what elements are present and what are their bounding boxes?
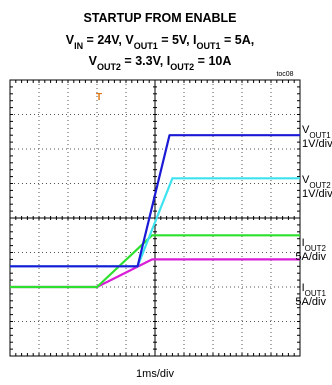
subtitle2-part-1: OUT2 [97, 62, 121, 72]
series-vout2-scale: 1V/div [302, 188, 332, 200]
figure-code: toc08 [276, 71, 293, 78]
subtitle1-part-3: OUT1 [134, 41, 158, 51]
chart-subtitle-line2: VOUT2 = 3.3V, IOUT2 = 10A [89, 54, 232, 72]
subtitle2-part-4: = 10A [194, 54, 231, 68]
trigger-marker: T [96, 92, 102, 103]
series-iout2-scale: 5A/div [295, 251, 326, 263]
series-vout1-label: VOUT1 [302, 124, 331, 140]
series-vout1-trace [10, 134, 300, 268]
subtitle1-part-6: = 5A, [221, 33, 255, 47]
subtitle1-part-1: IN [74, 41, 83, 51]
series-iout2-label-part-1: OUT2 [305, 244, 327, 253]
series-iout2-trace [10, 234, 300, 289]
series-vout1-label-part-0: V [302, 124, 310, 136]
series-vout2-label-part-0: V [302, 174, 310, 186]
subtitle2-part-2: = 3.3V, I [121, 54, 170, 68]
series-iout1-label-part-1: OUT1 [305, 289, 327, 298]
plot-area [9, 79, 301, 357]
subtitle1-part-0: V [66, 33, 75, 47]
series-iout1-label-part-0: I [302, 282, 305, 294]
series-iout1-label: IOUT1 [302, 282, 327, 298]
series-vout2-label-part-1: OUT2 [309, 181, 331, 190]
subtitle1-part-4: = 5V, I [158, 33, 197, 47]
x-axis-label: 1ms/div [136, 368, 174, 380]
series-iout2-label: IOUT2 [302, 237, 327, 253]
chart-title: STARTUP FROM ENABLE [83, 11, 236, 25]
series-iout2-label-part-0: I [302, 237, 305, 249]
chart-subtitle-line1: VIN = 24V, VOUT1 = 5V, IOUT1 = 5A, [66, 33, 255, 51]
series-iout1-scale: 5A/div [295, 296, 326, 308]
subtitle1-part-2: = 24V, V [83, 33, 134, 47]
series-vout1-scale: 1V/div [302, 138, 332, 150]
subtitle1-part-5: OUT1 [197, 41, 221, 51]
subtitle2-part-0: V [89, 54, 98, 68]
series-vout2-label: VOUT2 [302, 174, 331, 190]
subtitle2-part-3: OUT2 [170, 62, 194, 72]
series-vout1-label-part-1: OUT1 [309, 131, 331, 140]
channel-labels: VOUT11V/divVOUT21V/divIOUT25A/divIOUT15A… [295, 124, 332, 308]
